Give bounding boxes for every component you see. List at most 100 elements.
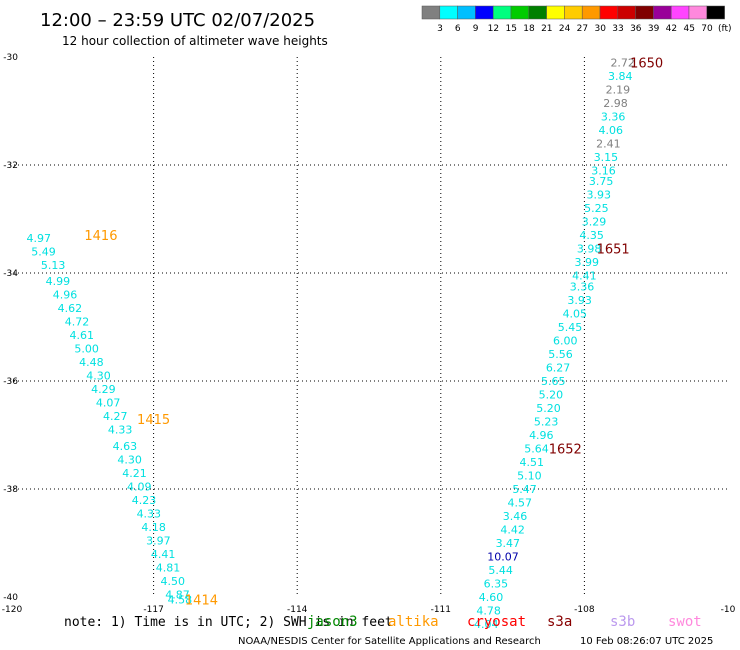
color-legend: 3 6 9 12 15 18 21 24 27 30 33 36 39 42 45 70 (ft) <box>421 5 732 34</box>
track-time-label: 1416 <box>84 229 117 244</box>
wave-height-point: 4.05 <box>563 308 588 321</box>
wave-height-point: 4.97 <box>26 232 51 245</box>
legend-label: 36 <box>630 24 642 34</box>
satellite-legend: jason3 altika cryosat s3a s3b swot <box>307 614 702 630</box>
legend-label: 15 <box>505 24 516 34</box>
wave-height-point: 4.50 <box>160 575 185 588</box>
legend-label: 33 <box>612 24 623 34</box>
wave-height-point: 6.35 <box>484 578 509 591</box>
wave-height-point: 5.20 <box>536 402 561 415</box>
x-tick-label: -120 <box>2 605 23 615</box>
wave-height-point: 3.16 <box>591 164 616 177</box>
wave-height-point: 4.30 <box>86 370 111 383</box>
wave-height-point: 4.61 <box>70 329 95 342</box>
wave-height-point: 3.93 <box>567 294 592 307</box>
wave-height-point: 3.15 <box>594 151 619 164</box>
track-labels: 1416 1415 1414 1650 1651 1652 <box>84 56 663 608</box>
axis-ticks: -120 -117 -114 -111 -108 -10 -30 -32 -34 -36 -38 -4… <box>2 53 736 615</box>
wave-height-point: 4.51 <box>519 456 544 469</box>
wave-height-point: 3.97 <box>146 534 171 547</box>
wave-height-point: 4.60 <box>479 591 504 604</box>
legend-swatch <box>599 5 619 20</box>
satellite-name: swot <box>668 614 702 630</box>
legend-swatch <box>421 5 441 20</box>
wave-height-point: 5.10 <box>517 470 542 483</box>
chart-title: 12:00 – 23:59 UTC 02/07/2025 <box>40 10 315 31</box>
legend-swatch <box>510 5 530 20</box>
wave-height-point: 4.41 <box>572 270 597 283</box>
legend-swatch <box>564 5 583 20</box>
wave-height-point: 5.20 <box>539 389 564 402</box>
legend-swatch <box>475 5 494 20</box>
y-tick-label: -36 <box>3 377 18 387</box>
wave-height-point: 5.44 <box>488 564 513 577</box>
legend-label: 45 <box>683 24 694 34</box>
legend-label: 24 <box>559 24 571 34</box>
x-tick-label: -108 <box>574 605 595 615</box>
wave-height-point: 3.93 <box>587 189 612 202</box>
wave-height-point: 3.29 <box>582 216 607 229</box>
legend-label: 42 <box>666 24 677 34</box>
legend-label: 12 <box>488 24 499 34</box>
wave-height-point: 4.81 <box>156 561 181 574</box>
wave-height-point: 5.56 <box>548 348 573 361</box>
wave-height-point: 5.25 <box>584 202 609 215</box>
satellite-name: cryosat <box>467 614 526 630</box>
legend-label: 39 <box>648 24 660 34</box>
legend-label: 27 <box>577 24 588 34</box>
wave-height-point: 5.49 <box>31 245 56 258</box>
chart-subtitle: 12 hour collection of altimeter wave hei… <box>62 34 328 48</box>
wave-height-point: 3.36 <box>601 110 626 123</box>
wave-height-point: 4.48 <box>79 356 104 369</box>
wave-height-point: 5.64 <box>524 443 549 456</box>
legend-swatch <box>581 5 601 20</box>
legend-label: 3 <box>437 24 443 34</box>
wave-height-point: 4.78 <box>476 605 501 618</box>
wave-height-point: 4.41 <box>151 548 176 561</box>
legend-label: 70 <box>701 24 713 34</box>
y-tick-label: -30 <box>3 53 18 63</box>
wave-height-point: 4.33 <box>108 424 133 437</box>
satellite-name: altika <box>388 614 439 630</box>
wave-height-point: 4.04 <box>474 618 499 631</box>
wave-height-point: 3.47 <box>496 537 521 550</box>
legend-label: 30 <box>594 24 606 34</box>
legend-label: 6 <box>455 24 461 34</box>
wave-height-point: 10.07 <box>487 551 519 564</box>
wave-height-point: 4.35 <box>579 229 604 242</box>
x-tick-label: -111 <box>431 605 451 615</box>
wave-height-point: 4.42 <box>500 524 525 537</box>
wave-height-point: 6.27 <box>546 362 571 375</box>
legend-swatch <box>635 5 654 20</box>
wave-height-point: 4.30 <box>117 453 142 466</box>
legend-unit: (ft) <box>718 24 732 34</box>
wave-height-point: 4.29 <box>91 383 116 396</box>
wave-height-point: 5.13 <box>41 259 66 272</box>
x-tick-label: -10 <box>721 605 736 615</box>
wave-height-point: 4.63 <box>113 440 138 453</box>
legend-swatch <box>546 5 565 20</box>
x-tick-label: -114 <box>287 605 308 615</box>
satellite-name: jason3 <box>307 614 358 630</box>
legend-swatch <box>457 5 476 20</box>
legend-swatch <box>688 5 708 20</box>
wave-height-point: 4.96 <box>529 429 554 442</box>
wave-height-point: 4.21 <box>122 467 147 480</box>
wave-height-point: 4.99 <box>46 275 71 288</box>
wave-height-point: 5.45 <box>558 321 583 334</box>
satellite-name: s3b <box>610 614 635 630</box>
wave-height-point: 2.72 <box>610 56 635 69</box>
wave-height-point: 4.06 <box>598 124 623 137</box>
wave-height-point: 4.96 <box>53 289 78 302</box>
footer-timestamp: 10 Feb 08:26:07 UTC 2025 <box>580 636 713 647</box>
wave-height-point: 4.07 <box>96 397 121 410</box>
legend-label: 21 <box>541 24 552 34</box>
wave-height-point: 2.19 <box>606 83 631 96</box>
wave-height-point: 4.09 <box>127 480 152 493</box>
wave-height-point: 5.65 <box>541 375 566 388</box>
y-tick-label: -34 <box>3 269 18 279</box>
legend-swatch <box>617 5 636 20</box>
wave-height-point: 2.41 <box>596 137 621 150</box>
legend-label: 18 <box>523 24 535 34</box>
